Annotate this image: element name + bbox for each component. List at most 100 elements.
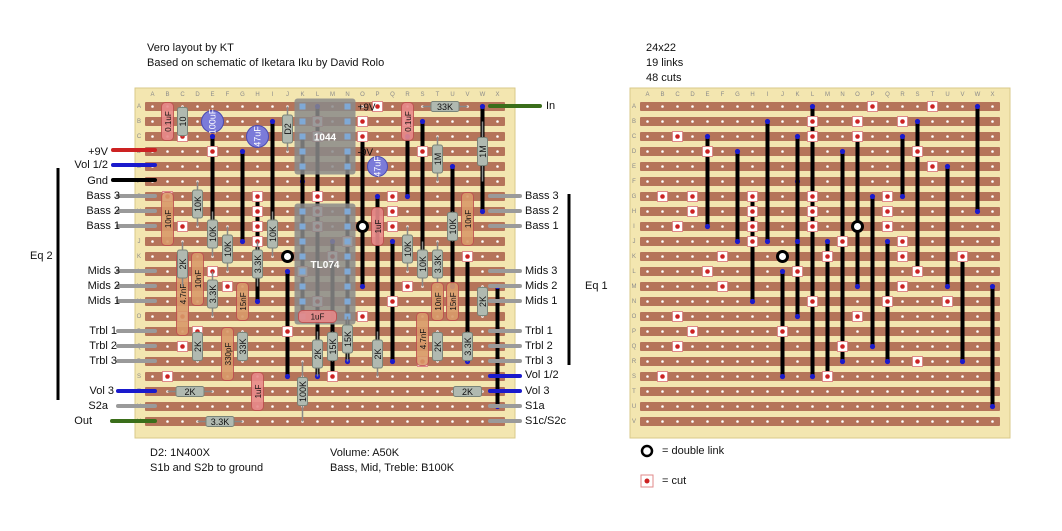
strip-hole — [721, 225, 724, 228]
strip-hole — [646, 375, 649, 378]
strip-hole — [916, 285, 919, 288]
row-letter: K — [632, 254, 636, 260]
strip-hole — [271, 285, 274, 288]
strip-hole — [391, 120, 394, 123]
strip-hole — [451, 345, 454, 348]
strip-hole — [706, 105, 709, 108]
strip-hole — [496, 135, 499, 138]
strip-hole — [766, 405, 769, 408]
strip-hole — [856, 360, 859, 363]
strip-hole — [271, 360, 274, 363]
link-end — [899, 193, 906, 200]
strip-hole — [871, 360, 874, 363]
cap-10nf-c-label: 10nF — [434, 292, 443, 310]
strip-hole — [826, 105, 829, 108]
strip-hole — [826, 180, 829, 183]
cut-dot — [930, 164, 935, 169]
strip-hole — [826, 405, 829, 408]
strip-hole — [241, 135, 244, 138]
strip-hole — [931, 330, 934, 333]
cap-15nf-a — [236, 282, 249, 321]
strip-hole — [781, 165, 784, 168]
column-letter: S — [420, 92, 424, 98]
strip-hole — [661, 210, 664, 213]
cut-dot — [285, 329, 290, 334]
strip-hole — [256, 345, 259, 348]
ic-pin — [344, 298, 351, 305]
resistor-15k-a-label: 15K — [328, 338, 338, 354]
cut-dot — [750, 239, 755, 244]
strip-hole — [481, 405, 484, 408]
strip-hole — [886, 180, 889, 183]
link-end — [479, 103, 486, 110]
strip-hole — [751, 375, 754, 378]
strip-hole — [691, 135, 694, 138]
link-end — [479, 208, 486, 215]
resistor-3-3k-c — [432, 249, 443, 279]
strip-hole — [211, 330, 214, 333]
strip-hole — [391, 405, 394, 408]
strip-hole — [961, 150, 964, 153]
cut-dot — [810, 119, 815, 124]
strip-hole — [271, 315, 274, 318]
ic-1044 — [294, 98, 356, 175]
cap-4-7nf-b-label: 4.7nF — [419, 329, 428, 350]
strip-hole — [691, 315, 694, 318]
strip-hole — [361, 420, 364, 423]
column-letter: Q — [390, 92, 395, 98]
row-letter: R — [632, 359, 637, 365]
cap-15nf-b-label: 15nF — [449, 292, 458, 310]
link-end — [704, 133, 711, 140]
strip-hole — [421, 300, 424, 303]
strip-hole — [151, 105, 154, 108]
strip-hole — [691, 375, 694, 378]
row-letter: H — [632, 209, 636, 215]
link-end — [704, 223, 711, 230]
strip-hole — [166, 255, 169, 258]
strip-hole — [676, 255, 679, 258]
strip-hole — [736, 330, 739, 333]
strip-hole — [466, 405, 469, 408]
strip-hole — [781, 150, 784, 153]
strip-hole — [226, 405, 229, 408]
column-letter: K — [300, 92, 304, 98]
resistor-10k-f — [417, 249, 428, 279]
strip-hole — [766, 345, 769, 348]
cap-47uf-b — [367, 156, 388, 177]
column-letter: J — [286, 92, 289, 98]
cut-dot — [390, 209, 395, 214]
ic-pin — [299, 298, 306, 305]
strip-hole — [856, 300, 859, 303]
copper-strip — [640, 177, 1000, 186]
link-end — [254, 298, 261, 305]
strip-hole — [661, 105, 664, 108]
legend-double-link: = double link — [640, 444, 724, 458]
row-letter: S — [632, 374, 636, 380]
ic-tl074-label: TL074 — [311, 260, 340, 271]
strip-hole — [226, 390, 229, 393]
column-letter: X — [495, 92, 499, 98]
strip-hole — [991, 195, 994, 198]
strip-hole — [676, 285, 679, 288]
cap-0-1uf-a-label: 0.1uF — [164, 111, 173, 132]
strip-hole — [916, 375, 919, 378]
strip-hole — [781, 225, 784, 228]
strip-hole — [886, 105, 889, 108]
strip-hole — [976, 270, 979, 273]
column-letter: F — [226, 92, 230, 98]
strip-hole — [826, 195, 829, 198]
strip-hole — [496, 180, 499, 183]
strip-hole — [166, 285, 169, 288]
strip-hole — [691, 105, 694, 108]
row-letter: V — [632, 419, 636, 425]
cut-dot — [825, 374, 830, 379]
strip-hole — [736, 300, 739, 303]
resistor-33k-v-label: 33K — [238, 338, 248, 354]
strip-hole — [661, 300, 664, 303]
strip-hole — [196, 135, 199, 138]
strip-hole — [301, 330, 304, 333]
strip-hole — [811, 390, 814, 393]
eq1-label: Eq 1 — [585, 280, 608, 292]
cap-10nf-a-label: 10nF — [164, 210, 173, 228]
ic-pin — [299, 103, 306, 110]
